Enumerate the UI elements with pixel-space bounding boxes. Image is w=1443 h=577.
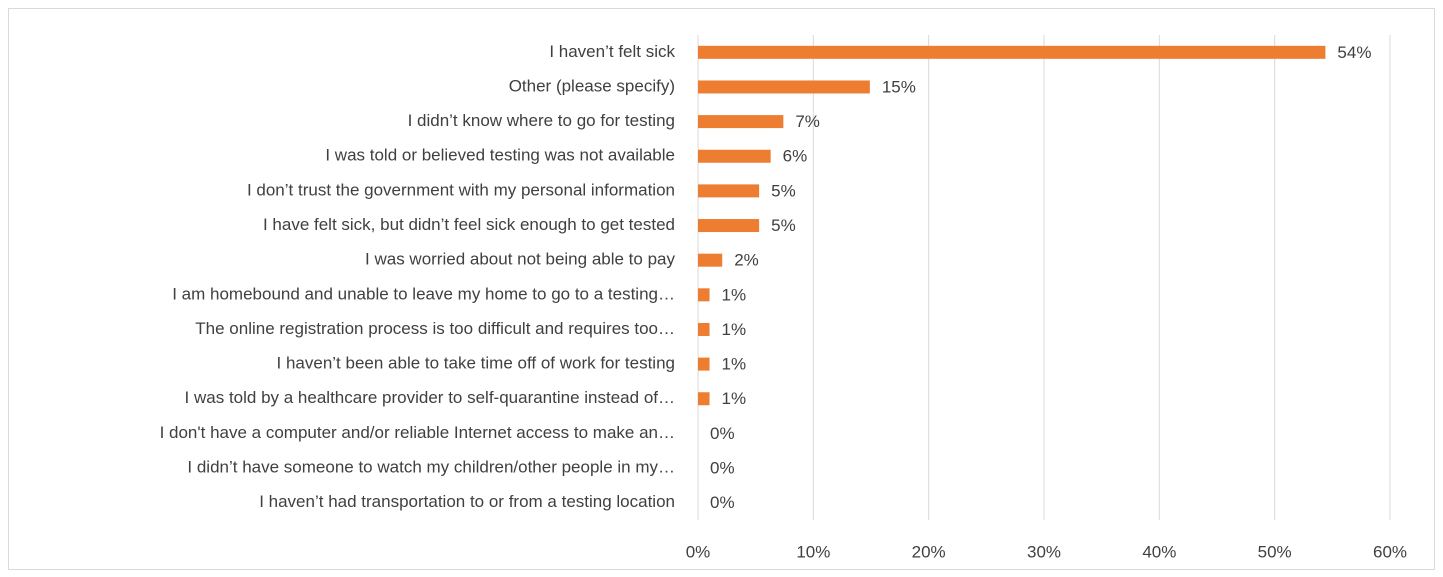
y-tick-label: I haven’t had transportation to or from … <box>259 492 675 511</box>
value-label: 1% <box>722 389 747 408</box>
value-label: 15% <box>882 77 916 96</box>
bar <box>698 322 710 336</box>
x-tick-label: 10% <box>796 542 830 561</box>
y-tick-label: I have felt sick, but didn’t feel sick e… <box>263 215 675 234</box>
x-tick-label: 60% <box>1373 542 1407 561</box>
x-tick-label: 0% <box>686 542 711 561</box>
value-label: 1% <box>722 320 747 339</box>
bar <box>698 115 784 129</box>
y-tick-label: I don't have a computer and/or reliable … <box>160 423 675 442</box>
bar <box>698 149 771 163</box>
value-label: 7% <box>795 112 820 131</box>
x-tick-label: 50% <box>1258 542 1292 561</box>
x-tick-label: 20% <box>912 542 946 561</box>
value-label: 5% <box>771 181 796 200</box>
value-label: 1% <box>722 285 747 304</box>
bar <box>698 184 760 198</box>
bar <box>698 392 710 406</box>
y-tick-label: Other (please specify) <box>509 76 675 95</box>
y-tick-label: I didn’t have someone to watch my childr… <box>187 458 675 477</box>
y-tick-label: I didn’t know where to go for testing <box>408 111 675 130</box>
x-tick-label: 30% <box>1027 542 1061 561</box>
value-label: 0% <box>710 424 735 443</box>
y-tick-label: I am homebound and unable to leave my ho… <box>172 284 675 303</box>
y-tick-label: I was told by a healthcare provider to s… <box>185 388 675 407</box>
y-tick-label: I was told or believed testing was not a… <box>325 146 675 165</box>
bar <box>698 253 723 267</box>
bar <box>698 357 710 371</box>
y-tick-label: I don’t trust the government with my per… <box>247 180 675 199</box>
value-label: 0% <box>710 459 735 478</box>
y-tick-label: I haven’t felt sick <box>549 42 675 61</box>
value-label: 2% <box>734 251 759 270</box>
bar <box>698 80 870 94</box>
value-label: 1% <box>722 355 747 374</box>
value-label: 54% <box>1337 43 1371 62</box>
bar <box>698 219 760 233</box>
value-label: 6% <box>783 147 808 166</box>
bar <box>698 45 1326 59</box>
x-tick-label: 40% <box>1142 542 1176 561</box>
y-tick-label: I haven’t been able to take time off of … <box>277 354 675 373</box>
value-label: 5% <box>771 216 796 235</box>
y-tick-label: The online registration process is too d… <box>195 319 675 338</box>
y-tick-label: I was worried about not being able to pa… <box>365 250 675 269</box>
bar <box>698 288 710 302</box>
chart-border <box>8 8 1435 570</box>
value-label: 0% <box>710 493 735 512</box>
